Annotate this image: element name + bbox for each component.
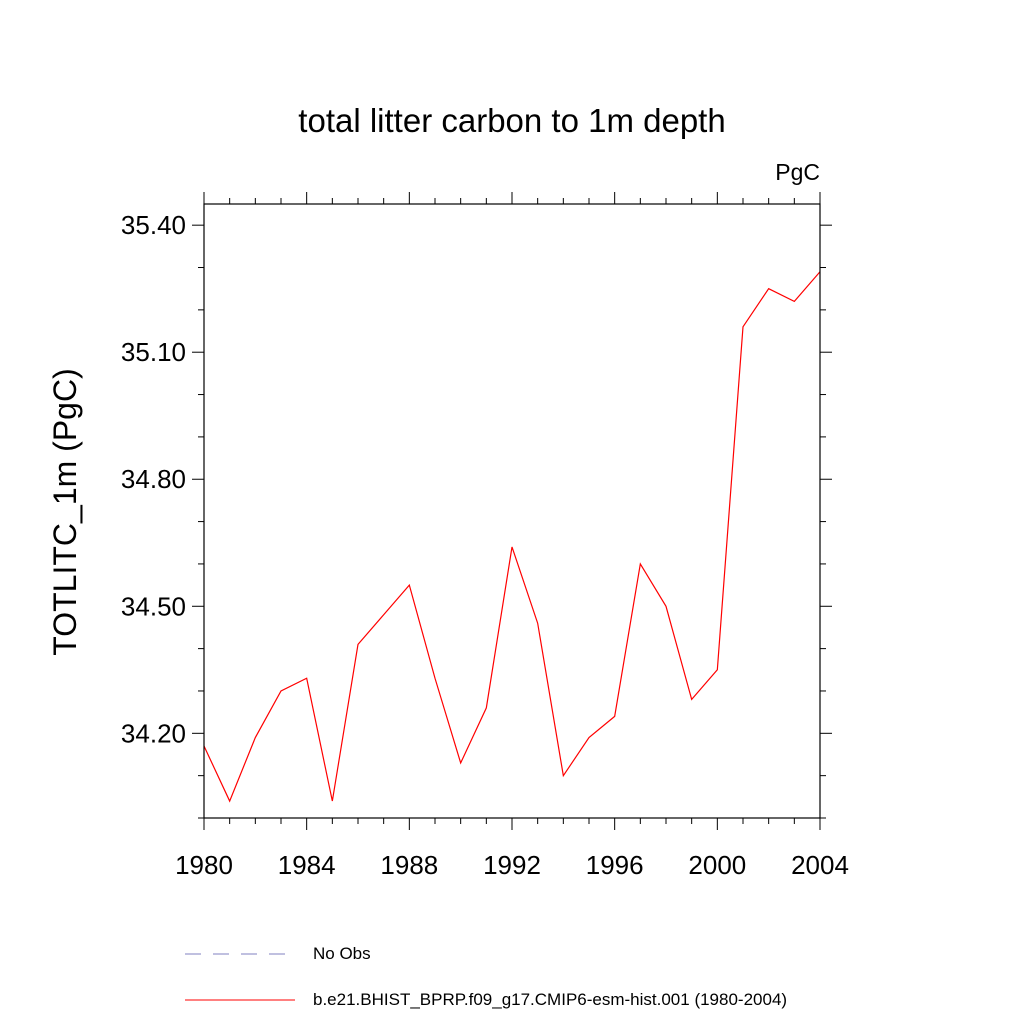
series-layer — [203, 271, 821, 803]
legend-label-model: b.e21.BHIST_BPRP.f09_g17.CMIP6-esm-hist.… — [313, 990, 787, 1009]
y-tick-label: 35.40 — [121, 210, 186, 240]
x-tick-label: 1984 — [278, 850, 336, 880]
x-tick-label: 1980 — [175, 850, 233, 880]
y-tick-label: 34.50 — [121, 591, 186, 621]
series-line — [203, 271, 821, 803]
y-axis-label: TOTLITC_1m (PgC) — [47, 368, 83, 655]
x-tick-label: 2000 — [688, 850, 746, 880]
legend: No Obs b.e21.BHIST_BPRP.f09_g17.CMIP6-es… — [185, 944, 787, 1009]
x-tick-label: 1992 — [483, 850, 541, 880]
x-tick-label: 1988 — [380, 850, 438, 880]
axis-ticks: 34.20 34.50 34.80 35.10 35.40 1980 1984 1988 199… — [121, 192, 849, 880]
y-tick-label: 35.10 — [121, 337, 186, 367]
legend-label-no-obs: No Obs — [313, 944, 371, 963]
units-label: PgC — [775, 159, 820, 185]
x-tick-label: 1996 — [586, 850, 644, 880]
x-tick-label: 2004 — [791, 850, 849, 880]
plot-frame — [203, 203, 821, 819]
y-tick-label: 34.20 — [121, 718, 186, 748]
y-tick-label: 34.80 — [121, 464, 186, 494]
chart-title: total litter carbon to 1m depth — [298, 102, 725, 139]
